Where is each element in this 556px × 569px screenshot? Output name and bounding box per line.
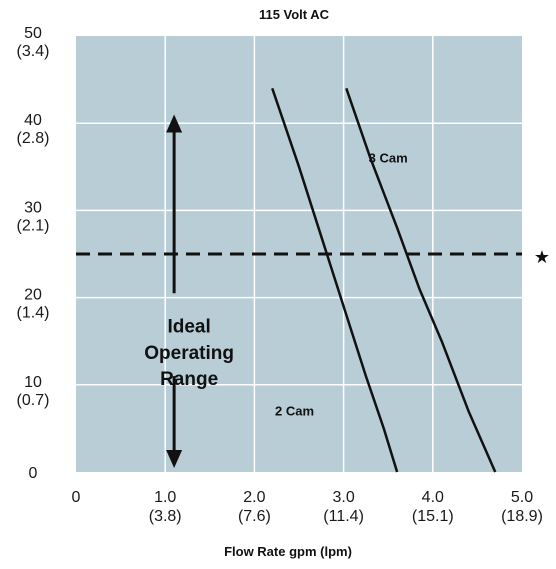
x-tick-sublabel: (11.4) — [323, 508, 364, 525]
y-tick-label: 10 — [24, 374, 42, 391]
x-tick-sublabel: (7.6) — [238, 508, 271, 525]
reference-line-group: ★ — [76, 247, 550, 268]
chart-title: 115 Volt AC — [259, 7, 330, 22]
series-label: 2 Cam — [275, 403, 314, 418]
range-label-line: Operating — [144, 343, 234, 364]
series-label: 3 Cam — [369, 150, 408, 165]
series-line — [271, 87, 399, 473]
ideal-operating-range: Ideal Operating Range — [144, 114, 234, 468]
y-tick-sublabel: (0.7) — [17, 392, 50, 409]
x-axis-label: Flow Rate gpm (lpm) — [224, 544, 352, 559]
x-tick-label: 2.0 — [243, 489, 265, 506]
x-axis-ticks: 0 1.0 (3.8) 2.0 (7.6) 3.0 (11.4) 4.0 (15.1) 5.0 (1… — [72, 489, 543, 525]
y-tick-label: 40 — [24, 112, 42, 129]
range-label-line: Ideal — [167, 317, 210, 338]
x-tick-sublabel: (18.9) — [501, 508, 543, 525]
x-tick-label: 3.0 — [332, 489, 354, 506]
y-tick-sublabel: (1.4) — [17, 305, 50, 322]
x-tick-sublabel: (3.8) — [149, 508, 182, 525]
x-tick-label: 5.0 — [511, 489, 533, 506]
series-lines: 2 Cam 3 Cam — [271, 87, 497, 473]
y-tick-sublabel: (2.1) — [17, 217, 50, 234]
range-label-line: Range — [160, 369, 218, 390]
y-axis-ticks: 0 10(0.7) 20(1.4) 30(2.1) 40(2.8) 50(3.4) — [17, 25, 50, 482]
y-tick-sublabel: (2.8) — [17, 130, 50, 147]
x-tick-label: 1.0 — [154, 489, 176, 506]
x-tick-sublabel: (15.1) — [412, 508, 454, 525]
y-tick-label: 50 — [24, 25, 42, 42]
x-tick-label: 4.0 — [422, 489, 444, 506]
y-tick-sublabel: (3.4) — [17, 43, 50, 60]
y-tick-label: 30 — [24, 199, 42, 216]
star-marker: ★ — [534, 247, 550, 268]
x-tick-label: 0 — [72, 489, 81, 506]
y-tick-label: 20 — [24, 287, 42, 304]
arrow-down-icon — [166, 450, 183, 468]
arrow-up-icon — [166, 114, 183, 133]
series-line — [345, 87, 497, 473]
y-tick-label: 0 — [29, 465, 38, 482]
